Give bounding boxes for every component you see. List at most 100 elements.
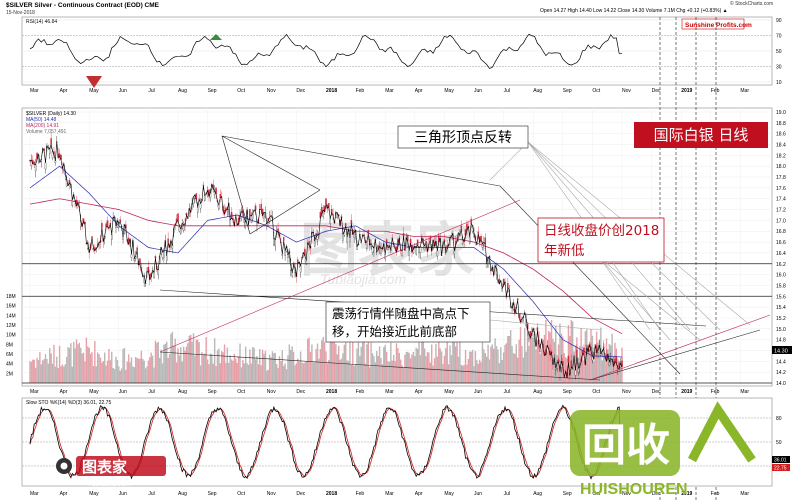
volume-bar [518,339,520,383]
volume-bar [225,362,227,383]
volume-bar [409,358,412,383]
candle-body [380,248,382,254]
x-tick-label: Nov [267,88,276,94]
huishou-person-icon [688,401,756,463]
volume-tick: 14M [6,313,16,319]
volume-bar [132,366,134,383]
volume-bar [142,358,144,383]
volume-bar [113,369,116,383]
volume-bar [531,327,533,383]
volume-bar [378,346,381,383]
x-tick-label: Apr [415,389,423,395]
volume-bar [53,344,55,383]
volume-bar [457,356,460,383]
sto-d-value: 22.75 [774,466,787,472]
volume-bar [476,360,478,383]
volume-bar [137,358,140,383]
volume-bar [511,345,513,383]
volume-bar [374,362,377,383]
volume-bar [126,361,128,383]
x-tick-label: Aug [533,389,542,395]
volume-bar [443,355,446,383]
volume-bar [253,348,255,383]
candle-body [48,148,51,155]
candle-body [71,199,74,206]
x-tick-label: Feb [711,491,720,497]
volume-bar [250,363,252,383]
candle-body [254,205,257,211]
price-tick: 14.2 [776,370,786,376]
volume-bar [485,356,488,383]
volume-bar [105,365,107,383]
volume-bar [583,360,585,383]
candle-body [68,179,71,184]
volume-bar [122,349,124,383]
candle-body [557,359,560,363]
volume-bar [491,344,494,383]
candle-body [329,218,331,225]
volume-bar [380,357,382,383]
chart-date: 15-Nov-2018 [6,10,35,16]
volume-bar [37,359,40,383]
volume-bar [171,331,174,383]
volume-bar [191,341,193,383]
x-tick-label: Sep [208,389,217,395]
volume-bar [555,325,557,383]
volume-bar [447,364,450,383]
volume-bar [154,340,157,383]
candle-body [54,160,57,163]
new-low-label-2: 年新低 [544,243,585,259]
volume-bar [332,331,334,383]
volume-bar [182,346,185,383]
candle-body [136,247,138,251]
volume-bar [287,355,289,383]
volume-bar [136,358,138,383]
volume-bar [290,349,292,383]
x-tick-label: Aug [178,389,187,395]
volume-bar [81,353,83,383]
fan-line-lower [589,329,761,381]
candle-body [415,247,417,255]
x-tick-label: Sep [208,491,217,497]
volume-bar [235,358,237,383]
volume-bar [92,365,95,383]
volume-bar [431,344,433,383]
volume-bar [391,360,393,383]
volume-bar [373,356,375,383]
volume-bar [281,350,284,383]
volume-bar [95,366,97,383]
volume-bar [178,355,181,383]
x-tick-label: May [89,389,99,395]
volume-bar [567,325,570,383]
volume-bar [151,355,154,383]
volume-bar [536,339,539,383]
candle-body [576,349,578,357]
x-tick-label: 2018 [326,389,337,395]
volume-bar [345,342,347,383]
candle-body [577,367,580,373]
volume-bar [150,352,152,383]
volume-bar [498,363,501,383]
volume-bar [158,357,161,383]
volume-bar [325,351,327,383]
volume-bar [259,349,261,383]
volume-bar [85,337,88,383]
volume-bar [166,341,168,383]
candle-body [249,209,251,216]
price-tick: 15.6 [776,294,786,300]
candle-body [260,203,262,210]
volume-bar [223,344,226,383]
volume-bar [467,358,470,383]
x-tick-label: Aug [533,88,542,94]
volume-bar [469,351,471,383]
volume-bar [336,354,338,383]
volume-bar [397,348,399,383]
rsi-line [29,33,622,69]
bottom-trendline [159,351,601,381]
sto-d-tag [772,464,790,471]
price-tick: 18.8 [776,121,786,127]
volume-bar [463,364,465,383]
last-price-tag [772,346,792,354]
x-tick-label: Sep [563,389,572,395]
volume-bar [56,356,58,383]
